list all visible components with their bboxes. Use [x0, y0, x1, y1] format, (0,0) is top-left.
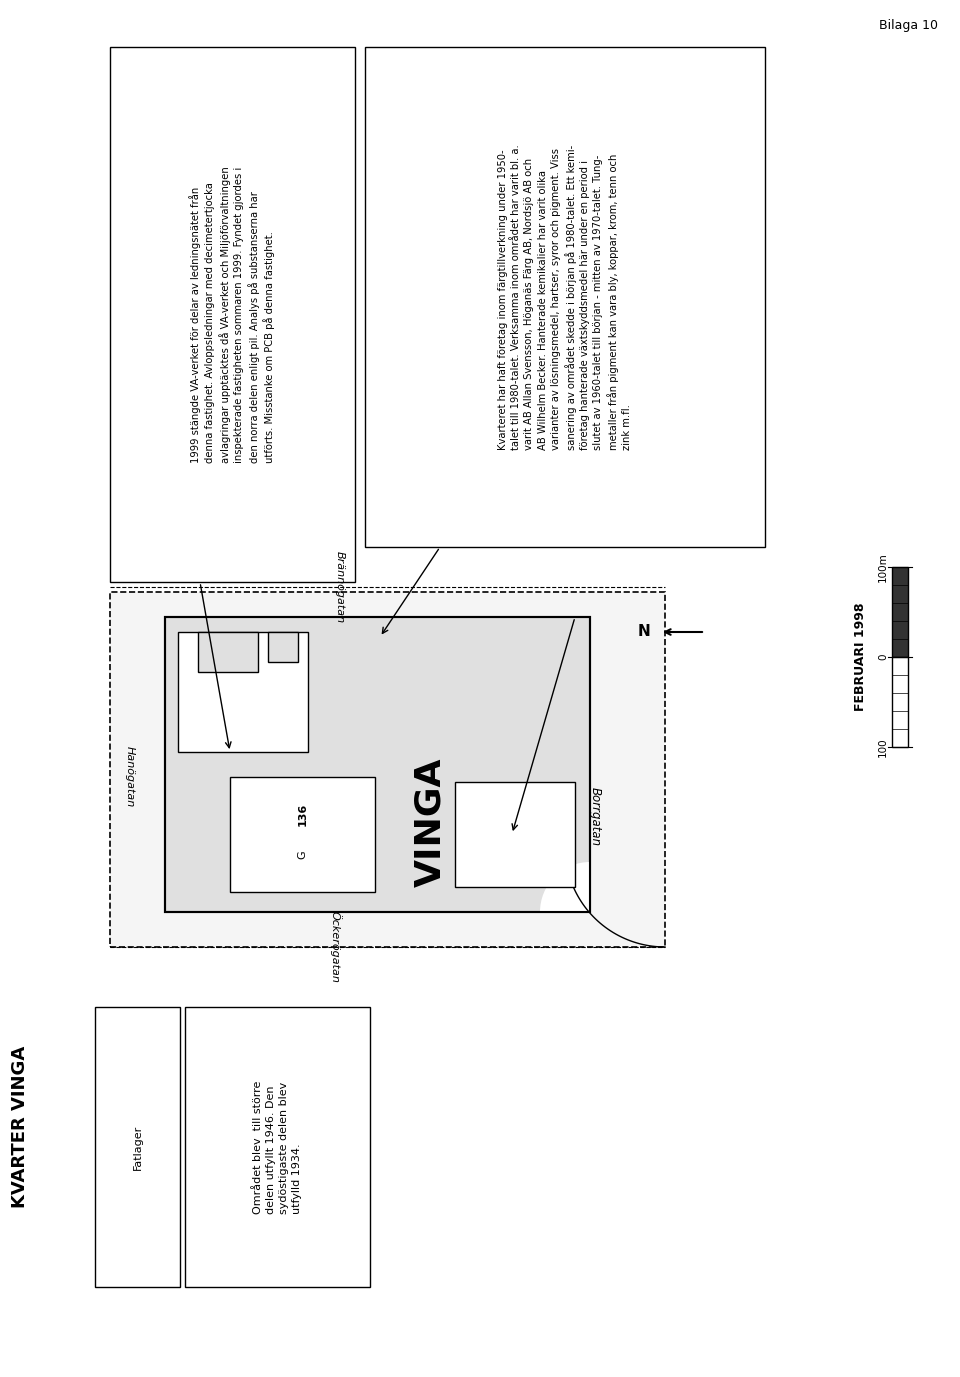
Bar: [892, 567, 908, 657]
Text: Kvarteret har haft företag inom färgtillverkning under 1950-
talet till 1980-tal: Kvarteret har haft företag inom färgtill…: [498, 145, 632, 450]
Bar: [165, 617, 590, 912]
Bar: [165, 617, 590, 912]
Text: 1999 stängde VA-verket för delar av ledningsnätet från
denna fastighet. Avloppsl: 1999 stängde VA-verket för delar av ledn…: [189, 167, 276, 463]
Text: 0: 0: [878, 654, 888, 660]
Bar: [198, 632, 258, 672]
Bar: [185, 1007, 370, 1287]
Bar: [95, 1007, 180, 1287]
Bar: [892, 657, 908, 746]
Text: 100: 100: [878, 737, 888, 757]
Wedge shape: [540, 862, 590, 912]
Text: 136: 136: [298, 803, 307, 826]
Text: FEBRUARI 1998: FEBRUARI 1998: [853, 603, 867, 712]
Text: Öckerögatаn: Öckerögatаn: [329, 912, 341, 983]
Bar: [110, 592, 665, 947]
Text: N: N: [637, 625, 650, 639]
Text: Brännȯgatan: Brännȯgatan: [335, 551, 345, 622]
Text: Fatlager: Fatlager: [132, 1125, 142, 1169]
Text: KVARTER VINGA: KVARTER VINGA: [11, 1047, 29, 1208]
Text: Bilaga 10: Bilaga 10: [879, 19, 938, 32]
Bar: [365, 47, 765, 547]
Text: VINGA: VINGA: [413, 757, 447, 887]
Text: 100m: 100m: [878, 552, 888, 582]
Bar: [268, 632, 298, 662]
Bar: [178, 632, 308, 752]
Text: G: G: [298, 850, 307, 859]
Bar: [110, 47, 355, 582]
Text: Hanögatan: Hanögatan: [125, 746, 135, 808]
Text: Borrgatan: Borrgatan: [588, 788, 602, 847]
Bar: [455, 782, 575, 887]
Bar: [230, 777, 375, 892]
Text: Området blev  till större
delen utfyllt 1946. Den
sydöstigaste delen blev
utfyll: Området blev till större delen utfyllt 1…: [252, 1081, 302, 1213]
